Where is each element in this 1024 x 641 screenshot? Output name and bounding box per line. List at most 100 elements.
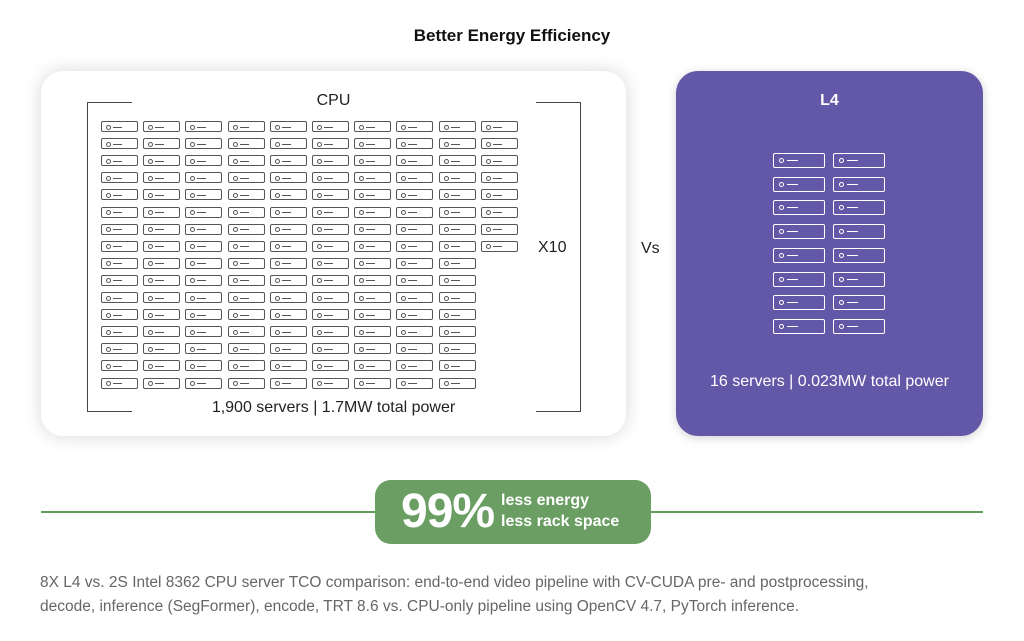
server-led-icon <box>401 175 407 181</box>
cpu-server-unit <box>227 172 265 184</box>
l4-server-unit <box>833 224 885 240</box>
cpu-server-unit <box>480 223 518 235</box>
server-slot-icon <box>324 212 333 213</box>
server-slot-icon <box>847 325 858 327</box>
cpu-multiplier: X10 <box>538 239 567 256</box>
server-slot-icon <box>113 348 122 350</box>
cpu-server-unit <box>480 121 518 132</box>
cpu-server-unit <box>143 189 181 201</box>
l4-server-unit <box>833 318 885 334</box>
cpu-server-unit <box>354 189 392 201</box>
cpu-server-unit <box>269 155 307 167</box>
page-title: Better Energy Efficiency <box>413 26 611 45</box>
server-slot-icon <box>113 177 122 179</box>
server-led-icon <box>839 276 844 282</box>
server-led-icon <box>401 329 407 335</box>
cpu-server-unit <box>269 138 307 150</box>
server-slot-icon <box>281 331 291 333</box>
cpu-server-unit <box>185 343 223 355</box>
server-led-icon <box>148 363 154 369</box>
server-slot-icon <box>492 160 502 162</box>
cpu-server-unit <box>101 274 138 286</box>
l4-server-unit <box>773 247 825 263</box>
server-slot-icon <box>197 177 207 179</box>
server-led-icon <box>274 346 280 352</box>
server-led-icon <box>232 210 238 215</box>
server-led-icon <box>317 278 322 284</box>
cpu-server-unit <box>312 121 349 132</box>
cpu-server-unit <box>438 189 476 201</box>
server-led-icon <box>485 192 491 198</box>
server-led-icon <box>359 329 365 335</box>
server-led-icon <box>190 295 196 301</box>
cpu-server-unit <box>101 121 138 132</box>
savings-line-rack: less rack space <box>501 513 620 530</box>
server-slot-icon <box>239 212 249 213</box>
cpu-server-unit <box>101 360 138 372</box>
cpu-server-unit <box>312 240 349 252</box>
server-slot-icon <box>492 212 502 213</box>
server-slot-icon <box>324 229 333 231</box>
server-slot-icon <box>408 280 418 282</box>
cpu-server-unit <box>396 240 434 252</box>
server-led-icon <box>148 312 154 318</box>
server-led-icon <box>317 261 322 267</box>
server-slot-icon <box>324 297 333 299</box>
l4-server-unit <box>833 176 885 192</box>
cpu-server-unit <box>438 377 476 389</box>
server-slot-icon <box>155 365 165 367</box>
server-slot-icon <box>239 177 249 179</box>
server-led-icon <box>232 295 238 301</box>
cpu-server-unit <box>185 360 223 372</box>
server-slot-icon <box>113 314 122 316</box>
server-slot-icon <box>155 383 165 384</box>
server-slot-icon <box>408 365 418 367</box>
server-slot-icon <box>197 246 207 248</box>
cpu-server-unit <box>312 223 349 235</box>
server-led-icon <box>443 381 449 386</box>
server-slot-icon <box>155 246 165 248</box>
cpu-server-unit <box>227 189 265 201</box>
server-led-icon <box>274 244 280 250</box>
server-slot-icon <box>113 212 122 213</box>
server-led-icon <box>443 346 449 352</box>
server-led-icon <box>401 278 407 284</box>
server-led-icon <box>443 312 449 318</box>
server-led-icon <box>274 227 280 233</box>
cpu-server-unit <box>227 343 265 355</box>
cpu-server-unit <box>354 155 392 167</box>
cpu-server-unit <box>438 343 476 355</box>
server-led-icon <box>401 295 407 301</box>
cpu-server-unit <box>438 326 476 338</box>
server-slot-icon <box>155 126 165 128</box>
server-slot-icon <box>113 297 122 299</box>
server-led-icon <box>401 312 407 318</box>
server-slot-icon <box>197 365 207 367</box>
server-slot-icon <box>281 383 291 384</box>
cpu-server-unit <box>101 223 138 235</box>
server-slot-icon <box>113 126 122 128</box>
server-led-icon <box>485 244 491 250</box>
cpu-server-unit <box>185 223 223 235</box>
server-led-icon <box>190 346 196 352</box>
server-slot-icon <box>155 331 165 333</box>
cpu-server-unit <box>438 309 476 321</box>
server-slot-icon <box>450 160 460 162</box>
cpu-server-unit <box>269 309 307 321</box>
server-slot-icon <box>324 383 333 384</box>
server-slot-icon <box>239 331 249 333</box>
server-led-icon <box>839 252 844 258</box>
server-led-icon <box>779 300 784 306</box>
server-slot-icon <box>155 297 165 299</box>
server-led-icon <box>190 363 196 369</box>
server-slot-icon <box>492 194 502 196</box>
server-led-icon <box>839 229 844 235</box>
server-led-icon <box>401 363 407 369</box>
server-led-icon <box>148 244 154 250</box>
server-led-icon <box>317 192 322 198</box>
cpu-server-unit <box>269 292 307 303</box>
cpu-server-unit <box>396 121 434 132</box>
cpu-server-unit <box>185 274 223 286</box>
server-led-icon <box>190 210 196 215</box>
server-led-icon <box>190 141 196 147</box>
